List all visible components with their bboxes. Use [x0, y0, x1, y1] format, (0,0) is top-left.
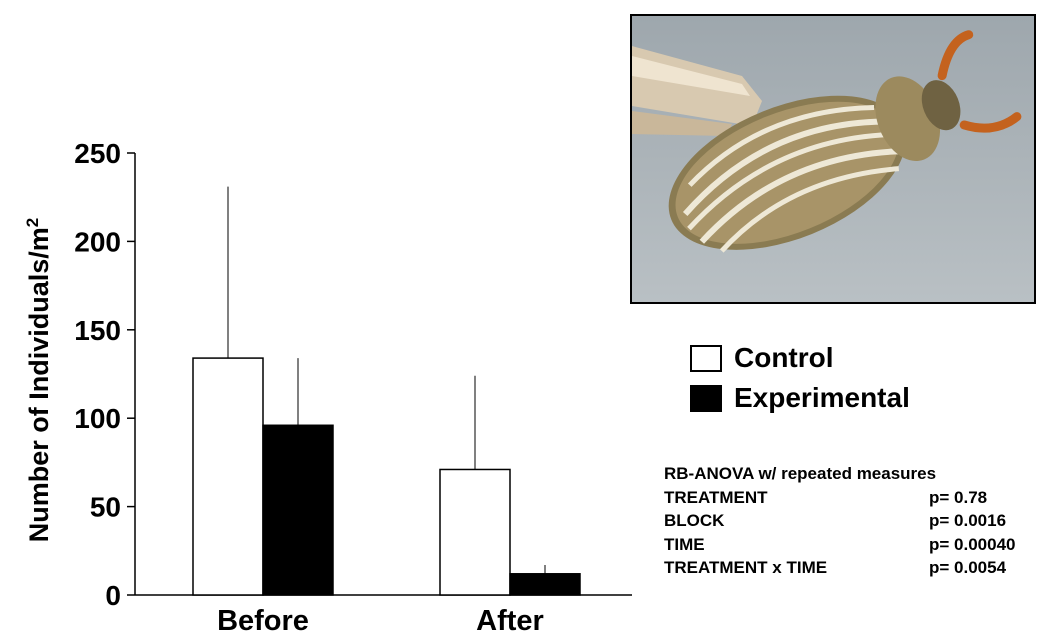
legend-swatch-experimental [690, 384, 722, 412]
stats-term: TREATMENT x TIME [664, 558, 828, 577]
stats-term: TIME [664, 534, 705, 554]
twig-icon [632, 46, 762, 136]
y-axis-label: Number of Individuals/m2 [23, 218, 54, 543]
legend-label-control: Control [734, 342, 834, 373]
stats-title: RB-ANOVA w/ repeated measures [664, 464, 937, 483]
stats-row: TIME p= 0.00040 [664, 533, 1016, 557]
x-tick-label: Before [217, 605, 309, 637]
stats-row: TREATMENT x TIME p= 0.0054 [664, 556, 1016, 580]
stats-p-value: p= 0.00040 [929, 534, 1016, 554]
bar-control-before [192, 357, 264, 596]
legend-item-control: Control [690, 338, 910, 378]
legend-swatch-control [690, 344, 722, 372]
stats-p-value: p= 0.0054 [929, 558, 1007, 577]
bars [192, 357, 581, 596]
stats-term: BLOCK [664, 511, 725, 530]
stats-row: TREATMENT p= 0.78 [664, 486, 1016, 510]
y-tick-label: 0 [105, 580, 121, 611]
y-tick-label: 150 [74, 315, 121, 346]
legend: Control Experimental [690, 338, 910, 418]
error-bars [227, 186, 546, 574]
y-tick-label: 200 [74, 226, 121, 257]
y-tick-label: 250 [74, 138, 121, 169]
y-tick-label: 50 [90, 492, 121, 523]
bar-control-after [439, 468, 511, 596]
bar-experimental-after [509, 573, 581, 596]
y-axis: 0 50 100 150 200 250 [74, 138, 136, 611]
beetle-icon [668, 30, 1022, 253]
bar-experimental-before [262, 424, 334, 596]
x-axis: Before After [135, 594, 632, 637]
stats-term: TREATMENT [664, 487, 768, 507]
y-tick-label: 100 [74, 403, 121, 434]
stats-row: BLOCK p= 0.0016 [664, 509, 1016, 533]
stats-p-value: p= 0.0016 [929, 511, 1007, 530]
legend-label-experimental: Experimental [734, 382, 910, 413]
beetle-photo [630, 14, 1036, 304]
stats-p-value: p= 0.78 [929, 487, 988, 507]
anova-stats: RB-ANOVA w/ repeated measures TREATMENT … [664, 462, 1016, 580]
legend-item-experimental: Experimental [690, 378, 910, 418]
bar-chart: 0 50 100 150 200 250 Before After Number of In… [23, 138, 632, 637]
x-tick-label: After [476, 605, 544, 637]
